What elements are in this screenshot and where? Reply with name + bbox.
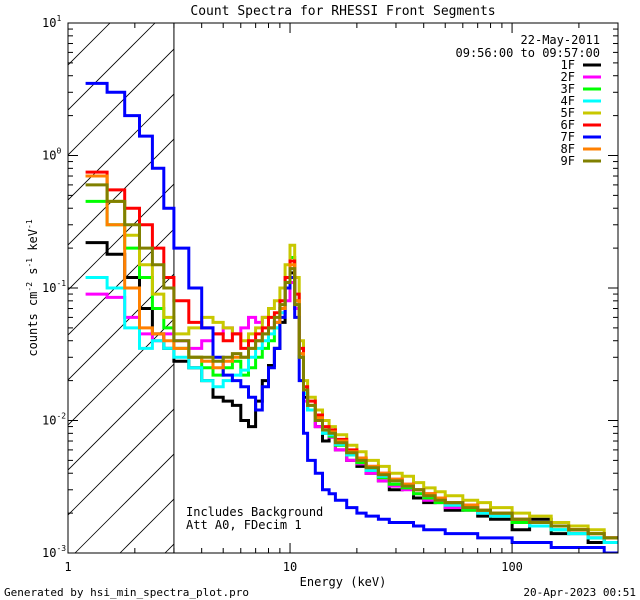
- time-range-label: 09:56:00 to 09:57:00: [456, 46, 601, 60]
- hatch-line: [68, 138, 174, 246]
- hatch-line: [68, 23, 111, 66]
- hatch-line: [0, 0, 90, 553]
- series-8F: [85, 174, 618, 540]
- hatch-line: [68, 273, 174, 381]
- legend-label-7F: 7F: [561, 130, 575, 144]
- y-tick-label: 10-3: [42, 544, 66, 560]
- series-2F: [85, 281, 618, 544]
- footer-timestamp: 20-Apr-2023 00:51: [523, 586, 636, 599]
- x-axis-label: Energy (keV): [300, 575, 387, 589]
- legend-label-9F: 9F: [561, 154, 575, 168]
- hatch-line: [255, 0, 640, 553]
- x-tick-label: 100: [501, 560, 523, 574]
- hatch-line: [210, 0, 640, 553]
- y-tick-label: 101: [42, 14, 61, 30]
- legend-label-4F: 4F: [561, 94, 575, 108]
- series-7F: [85, 81, 618, 553]
- hatch-line: [68, 48, 174, 156]
- axis-ticks: [67, 22, 619, 554]
- y-tick-label: 10-1: [42, 279, 66, 295]
- series-group: [85, 81, 618, 553]
- legend-label-8F: 8F: [561, 142, 575, 156]
- legend-label-6F: 6F: [561, 118, 575, 132]
- hatch-line: [570, 0, 640, 553]
- series-3F: [85, 199, 618, 544]
- date-label: 22-May-2011: [521, 33, 600, 47]
- hatch-line: [68, 363, 174, 471]
- hatch-line: [68, 183, 174, 291]
- hatch-line: [68, 23, 156, 111]
- annotation-attenuator: Att A0, FDecim 1: [186, 518, 302, 532]
- x-tick-label: 10: [283, 560, 297, 574]
- legend-label-2F: 2F: [561, 70, 575, 84]
- hatch-line: [525, 0, 640, 553]
- y-tick-label: 10-2: [42, 412, 66, 428]
- footer-generated-by: Generated by hsi_min_spectra_plot.pro: [4, 586, 249, 599]
- annotation-background: Includes Background: [186, 505, 323, 519]
- chart-title: Count Spectra for RHESSI Front Segments: [190, 4, 495, 19]
- series-5F: [85, 174, 618, 540]
- series-4F: [85, 267, 618, 544]
- y-axis-label: counts cm-2 s-1 keV-1: [25, 219, 40, 356]
- y-tick-label: 100: [42, 147, 61, 163]
- hatched-region: [0, 0, 640, 553]
- series-6F: [85, 170, 618, 540]
- hatch-line: [68, 408, 174, 516]
- x-tick-label: 1: [64, 560, 71, 574]
- hatch-line: [74, 453, 174, 553]
- hatch-line: [300, 0, 640, 553]
- series-9F: [85, 183, 618, 540]
- hatch-line: [615, 0, 640, 553]
- legend-label-3F: 3F: [561, 82, 575, 96]
- hatch-line: [68, 228, 174, 336]
- x-tick-labels: 1 10 100: [64, 560, 523, 574]
- legend-label-1F: 1F: [561, 58, 575, 72]
- plot-frame: [67, 22, 619, 554]
- hatch-line: [390, 0, 640, 553]
- legend-label-5F: 5F: [561, 106, 575, 120]
- y-tick-labels: 10-3 10-2 10-1 100 101: [42, 14, 66, 560]
- hatch-line: [435, 0, 640, 553]
